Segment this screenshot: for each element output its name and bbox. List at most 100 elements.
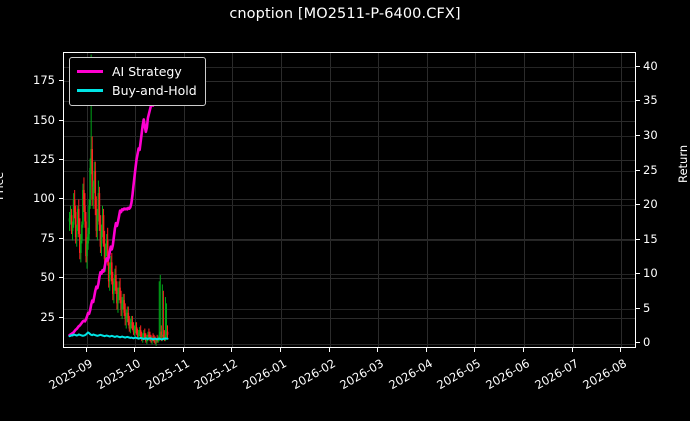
candle-body bbox=[77, 208, 80, 235]
candle-body bbox=[103, 243, 106, 260]
gridline-horizontal bbox=[64, 120, 635, 122]
gridline-horizontal-right bbox=[64, 343, 635, 345]
candle-body bbox=[95, 208, 98, 231]
candle-body bbox=[68, 218, 71, 222]
candle-body bbox=[69, 215, 72, 219]
y-tick-mark-left bbox=[59, 316, 63, 318]
candle-body bbox=[100, 230, 103, 247]
gridline-horizontal-right bbox=[64, 308, 635, 310]
y-tick-label-left: 125 bbox=[33, 152, 55, 167]
candle-body bbox=[136, 333, 139, 337]
candle-body bbox=[132, 328, 135, 332]
gridline-horizontal bbox=[64, 317, 635, 319]
candle-body bbox=[166, 331, 169, 335]
y-axis-right-label: Return bbox=[676, 144, 690, 183]
candle-body bbox=[119, 287, 121, 301]
candle-body bbox=[90, 149, 92, 168]
candle-body bbox=[145, 337, 147, 342]
y-tick-label-right: 0 bbox=[643, 335, 651, 350]
y-tick-mark-right bbox=[636, 204, 640, 206]
x-tick-mark bbox=[134, 348, 136, 352]
candle-body bbox=[105, 240, 108, 250]
candle-body bbox=[121, 303, 123, 310]
y-axis-left-label: Price bbox=[0, 171, 6, 200]
candle-body bbox=[135, 326, 138, 334]
gridline-horizontal-right bbox=[64, 170, 635, 172]
y-tick-label-left: 175 bbox=[33, 73, 55, 88]
gridline-horizontal-right bbox=[64, 205, 635, 207]
y-tick-label-right: 5 bbox=[643, 300, 651, 315]
y-tick-mark-left bbox=[59, 159, 63, 161]
candle-body bbox=[97, 193, 100, 216]
x-tick-mark bbox=[620, 348, 622, 352]
legend-swatch-ai-strategy bbox=[77, 70, 103, 73]
chart-title: cnoption [MO2511-P-6400.CFX] bbox=[229, 6, 461, 22]
candle-body bbox=[74, 212, 77, 238]
candle-body bbox=[101, 215, 104, 231]
y-tick-label-left: 75 bbox=[40, 230, 55, 245]
y-tick-label-left: 50 bbox=[40, 270, 55, 285]
candle-body bbox=[114, 275, 116, 285]
candle-body bbox=[127, 312, 130, 323]
legend-swatch-buy-and-hold bbox=[77, 89, 103, 92]
candle-body bbox=[159, 331, 162, 335]
candle-body bbox=[85, 221, 87, 257]
candle-body bbox=[118, 287, 120, 294]
candle-body bbox=[165, 331, 168, 335]
candle-body bbox=[89, 167, 91, 206]
candle-body bbox=[126, 312, 129, 316]
candle-body bbox=[72, 199, 75, 225]
x-tick-mark bbox=[522, 348, 524, 352]
candle-body bbox=[120, 300, 122, 310]
y-tick-mark-right bbox=[636, 238, 640, 240]
gridline-horizontal bbox=[64, 278, 635, 280]
candle-body bbox=[99, 224, 102, 247]
candle-body bbox=[160, 331, 163, 338]
y-tick-label-left: 100 bbox=[33, 191, 55, 206]
candle-body bbox=[82, 189, 84, 225]
y-tick-label-right: 15 bbox=[643, 231, 658, 246]
x-tick-mark bbox=[279, 348, 281, 352]
x-tick-mark bbox=[377, 348, 379, 352]
candle-body bbox=[92, 186, 95, 200]
candle-body bbox=[137, 333, 140, 337]
candle-body bbox=[124, 312, 127, 320]
candle-body bbox=[107, 262, 110, 282]
candlestick-series bbox=[68, 54, 169, 346]
y-tick-mark-left bbox=[59, 277, 63, 279]
series-line-buy-and-hold bbox=[68, 331, 169, 341]
candle-body bbox=[70, 215, 73, 231]
candle-body bbox=[91, 149, 93, 200]
candle-body bbox=[84, 205, 86, 222]
candle-body bbox=[102, 215, 105, 244]
candle-body bbox=[71, 224, 74, 231]
legend-label-buy-and-hold: Buy-and-Hold bbox=[112, 83, 197, 98]
y-tick-mark-left bbox=[59, 80, 63, 82]
candle-body bbox=[73, 199, 76, 213]
y-tick-mark-right bbox=[636, 134, 640, 136]
candle-body bbox=[154, 341, 156, 343]
candle-body bbox=[116, 290, 118, 304]
candle-body bbox=[80, 240, 82, 253]
candle-body bbox=[134, 326, 137, 329]
legend-label-ai-strategy: AI Strategy bbox=[112, 64, 182, 79]
candle-body bbox=[109, 262, 112, 269]
candle-body bbox=[83, 189, 85, 206]
candle-body bbox=[75, 227, 78, 238]
gridline-horizontal-right bbox=[64, 239, 635, 241]
candle-body bbox=[98, 193, 101, 225]
series-canvas bbox=[68, 54, 169, 346]
y-tick-mark-right bbox=[636, 342, 640, 344]
gridline-horizontal-right bbox=[64, 136, 635, 137]
candle-body bbox=[133, 328, 136, 332]
gridline-horizontal bbox=[64, 81, 635, 83]
x-tick-mark bbox=[474, 348, 476, 352]
candle-body bbox=[129, 323, 132, 329]
gridline-horizontal bbox=[64, 160, 635, 162]
candle-body bbox=[128, 322, 131, 329]
candle-body bbox=[87, 234, 89, 244]
y-tick-mark-right bbox=[636, 65, 640, 67]
gridline-horizontal bbox=[64, 238, 635, 240]
candle-body bbox=[76, 208, 79, 228]
